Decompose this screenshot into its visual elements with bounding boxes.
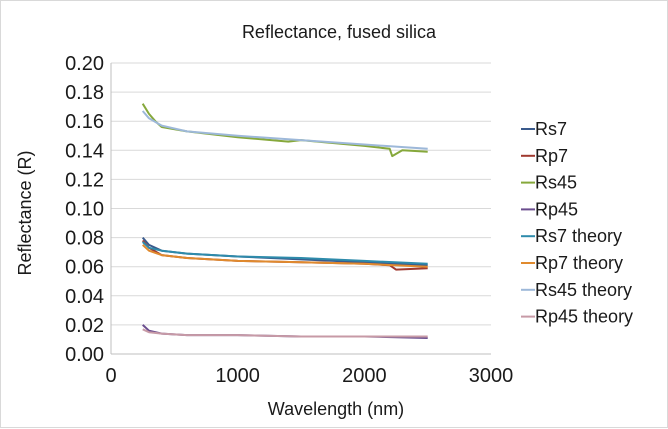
- series-lines: [141, 103, 428, 339]
- series-line-rs7-theory: [142, 241, 428, 265]
- series-line-rs45-theory: [141, 110, 428, 150]
- y-tick-label: 0.20: [65, 53, 104, 75]
- y-tick-label: 0.10: [65, 199, 104, 221]
- series-line-rp7-theory: [142, 244, 428, 268]
- legend-label: Rs45 theory: [535, 280, 632, 300]
- x-tick-label: 0: [105, 365, 116, 387]
- x-axis-title: Wavelength (nm): [268, 399, 404, 419]
- x-tick-label: 1000: [215, 365, 260, 387]
- y-tick-label: 0.00: [65, 344, 104, 366]
- series-line-rs45: [141, 103, 428, 158]
- y-tick-label: 0.14: [65, 140, 104, 162]
- x-tick-label: 3000: [469, 365, 514, 387]
- y-tick-label: 0.18: [65, 82, 104, 104]
- y-tick-label: 0.08: [65, 228, 104, 250]
- y-axis-title: Reflectance (R): [15, 150, 35, 275]
- axes: 0.00 0.02 0.04 0.06 0.08 0.10 0.12 0.14 0.16 0.18…: [65, 53, 513, 387]
- x-tick-label: 2000: [342, 365, 387, 387]
- legend: Rs7 Rp7 Rs45 Rp45 Rs7 theory Rp7 theory Rs45 t…: [521, 119, 633, 327]
- legend-label: Rs45: [535, 173, 577, 193]
- legend-label: Rp7 theory: [535, 253, 623, 273]
- y-tick-label: 0.02: [65, 315, 104, 337]
- y-tick-label: 0.06: [65, 257, 104, 279]
- y-tick-label: 0.16: [65, 111, 104, 133]
- legend-label: Rp7: [535, 146, 568, 166]
- y-tick-label: 0.12: [65, 169, 104, 191]
- series-line-rp45-theory: [142, 328, 428, 338]
- legend-label: Rs7: [535, 119, 567, 139]
- gridlines: [111, 62, 491, 326]
- legend-label: Rp45 theory: [535, 307, 633, 327]
- chart-title: Reflectance, fused silica: [242, 22, 437, 42]
- legend-label: Rp45: [535, 199, 578, 219]
- legend-label: Rs7 theory: [535, 226, 622, 246]
- y-tick-label: 0.04: [65, 286, 104, 308]
